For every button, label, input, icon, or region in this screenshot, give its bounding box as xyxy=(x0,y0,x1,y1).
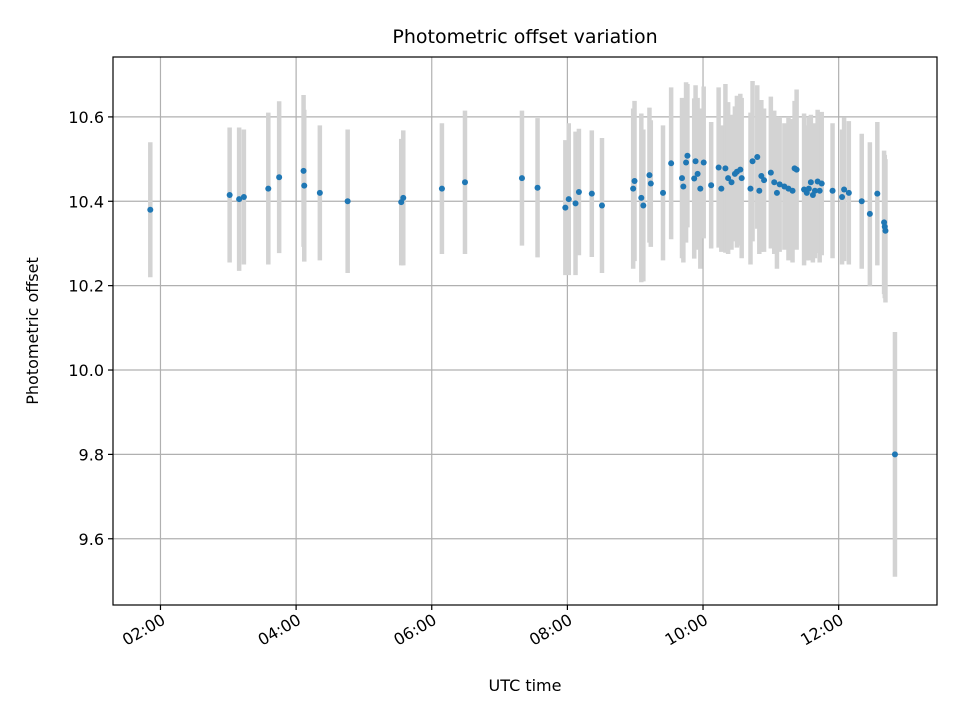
data-point xyxy=(565,196,572,203)
data-point xyxy=(767,169,774,176)
data-point xyxy=(147,206,154,213)
data-point xyxy=(680,183,687,190)
data-point xyxy=(316,189,323,196)
data-point xyxy=(811,187,818,194)
data-point xyxy=(789,187,796,194)
data-point xyxy=(725,175,732,182)
data-point xyxy=(683,159,690,166)
data-point xyxy=(807,179,814,186)
data-point xyxy=(588,190,595,197)
data-point xyxy=(240,194,247,201)
data-point xyxy=(461,179,468,186)
data-point xyxy=(679,175,686,182)
y-tick-label: 10.0 xyxy=(68,361,104,380)
data-point xyxy=(700,159,707,166)
data-point xyxy=(761,177,768,184)
data-point xyxy=(692,158,699,165)
data-point xyxy=(646,172,653,179)
data-point xyxy=(845,189,852,196)
data-point xyxy=(841,186,848,193)
data-point xyxy=(728,179,735,186)
data-point xyxy=(874,190,881,197)
data-point xyxy=(773,189,780,196)
data-point xyxy=(691,175,698,182)
data-point xyxy=(839,194,846,201)
data-point xyxy=(598,202,605,209)
data-point xyxy=(891,451,898,458)
data-point xyxy=(562,204,569,211)
grid xyxy=(113,57,937,605)
data-point xyxy=(756,187,763,194)
data-point xyxy=(722,165,729,172)
data-point xyxy=(749,158,756,165)
data-point xyxy=(718,185,725,192)
data-point xyxy=(754,153,761,160)
data-point xyxy=(668,160,675,167)
y-axis: 9.6 9.8 10.0 10.2 10.4 10.6 xyxy=(68,108,113,549)
data-point xyxy=(638,194,645,201)
plot-frame xyxy=(112,56,938,606)
data-point xyxy=(300,167,307,174)
y-tick-label: 9.8 xyxy=(79,445,104,464)
data-point xyxy=(572,200,579,207)
data-point xyxy=(631,178,638,185)
data-point xyxy=(226,191,233,198)
chart-title: Photometric offset variation xyxy=(392,26,657,48)
data-point xyxy=(236,196,243,203)
data-point xyxy=(771,179,778,186)
data-point xyxy=(276,174,283,181)
data-point xyxy=(518,175,525,182)
data-point xyxy=(747,185,754,192)
data-point xyxy=(647,180,654,187)
data-point xyxy=(818,180,825,187)
y-tick-label: 10.4 xyxy=(68,192,104,211)
data-point xyxy=(715,164,722,171)
data-point xyxy=(684,152,691,159)
data-point xyxy=(640,202,647,209)
data-point xyxy=(738,175,745,182)
data-point xyxy=(265,185,272,192)
data-point xyxy=(866,210,873,217)
data-point xyxy=(575,188,582,195)
data-point xyxy=(660,189,667,196)
data-point xyxy=(697,185,704,192)
data-point xyxy=(858,198,865,205)
data-point xyxy=(776,181,783,188)
data-point xyxy=(708,182,715,189)
data-point xyxy=(694,170,701,177)
y-tick-label: 10.6 xyxy=(68,108,104,127)
data-point xyxy=(344,198,351,205)
data-point xyxy=(400,194,407,201)
data-point xyxy=(630,185,637,192)
y-tick-label: 10.2 xyxy=(68,277,104,296)
data-point xyxy=(816,187,823,194)
data-point xyxy=(534,184,541,191)
x-axis-label: UTC time xyxy=(489,676,562,695)
data-point xyxy=(793,166,800,173)
data-point xyxy=(805,185,812,192)
data-point xyxy=(737,166,744,173)
data-point xyxy=(438,185,445,192)
data-point xyxy=(301,182,308,189)
data-point xyxy=(882,227,889,234)
y-tick-label: 9.6 xyxy=(79,530,104,549)
data-points xyxy=(147,152,898,458)
data-point xyxy=(829,187,836,194)
y-axis-label: Photometric offset xyxy=(23,257,42,405)
